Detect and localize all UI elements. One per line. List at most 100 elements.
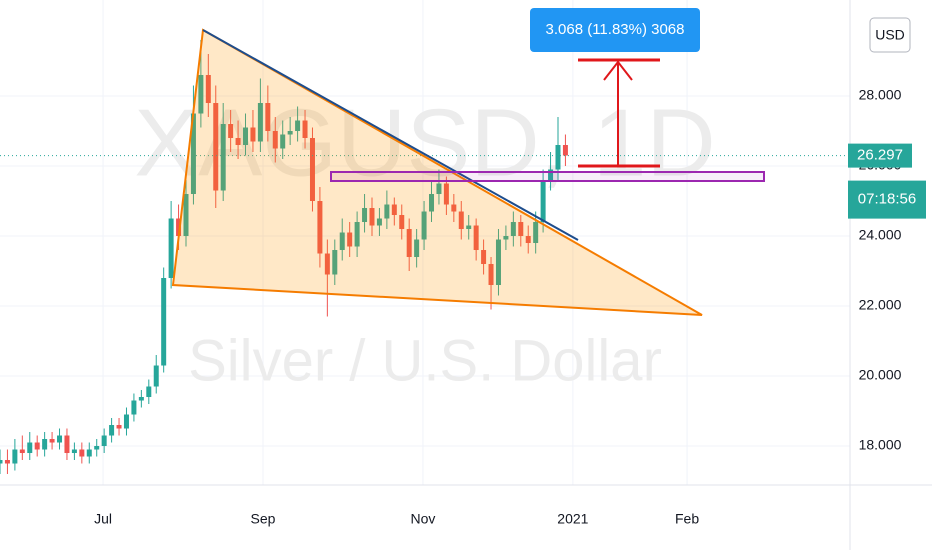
plot [0,40,850,475]
candle-body [525,236,531,244]
drawings: 3.068 (11.83%) 3068 [171,8,765,316]
candle-body [101,435,107,447]
resistance-zone [330,171,765,182]
grid [0,0,850,485]
candle-body [0,460,3,464]
candle-body [369,208,375,226]
currency-button[interactable] [869,17,911,53]
candle-body [488,264,494,286]
candle-body [324,253,330,275]
candle-body [257,103,263,142]
candle-body [473,225,479,251]
candle-body [414,239,420,258]
candle-body [131,400,137,415]
countdown-label: 07:18:56 [858,191,916,208]
candle-body [332,250,338,275]
candle-body [362,208,368,223]
candle-body [533,222,539,244]
candle-body [421,211,427,240]
candle-body [347,232,353,247]
y-tick-label: 28.000 [859,87,902,103]
last-price-label: 26.297 [857,147,903,164]
watermark-name: Silver / U.S. Dollar [188,328,662,393]
candle-body [272,131,278,149]
candle-body [250,127,256,142]
candle-body [168,218,174,279]
candle-body [280,134,286,149]
candle-body [116,425,122,429]
candle-body [376,218,382,226]
candle-body [213,103,219,191]
countdown-box [848,180,926,219]
candle-body [153,365,159,387]
candle-body [27,442,33,454]
candle-body [34,442,40,450]
candle-body [466,225,472,230]
candle-body [4,460,10,464]
candle-body [458,211,464,230]
candle-body [64,435,70,454]
candle-body [317,201,323,254]
candle-body [406,229,412,258]
candle-body [548,169,554,181]
candle-body [391,204,397,216]
axes: 18.00020.00022.00024.00026.00028.000JulS… [94,87,926,527]
x-tick-label: Sep [251,511,276,527]
candle-body [79,449,85,457]
candle-body [302,120,308,139]
candle-body [481,250,487,265]
x-tick-label: Jul [94,511,112,527]
candle-body [49,439,55,443]
candle-body [94,446,100,450]
candle-body [176,218,182,237]
candle-body [205,75,211,104]
candle-body [220,124,226,191]
y-tick-label: 24.000 [859,227,902,243]
candle-body [503,236,509,240]
trend-line [202,29,579,241]
candle-body [399,215,405,230]
candle-body [562,145,568,156]
currency-label[interactable]: USD [875,27,905,43]
candle-body [265,103,271,132]
candle-body [146,386,152,398]
candle-body [19,449,25,454]
candle-body [510,222,516,237]
measure-box [530,8,700,52]
candle-body [354,222,360,247]
candle-body [109,425,115,436]
measure-arrowhead [603,60,633,81]
candle-body [540,180,546,223]
x-tick-label: Feb [675,511,699,527]
candle-body [71,449,77,454]
y-tick-label: 20.000 [859,367,902,383]
candle-body [518,222,524,237]
candle-body [339,232,345,251]
candle-body [287,131,293,135]
candle-body [228,124,234,139]
candle-body [138,397,144,401]
candle-body [86,449,92,457]
candle-body [555,145,561,170]
candle-body [123,414,129,429]
y-tick-label: 18.000 [859,437,902,453]
candle-body [451,204,457,212]
candle-body [436,183,442,195]
candle-body [429,194,435,212]
candle-body [183,194,189,237]
candle-body [161,278,167,366]
candle-body [243,127,249,146]
candle-body [495,239,501,286]
x-tick-label: Nov [411,511,436,527]
candle-body [443,183,449,205]
candle-body [198,75,204,114]
last-price-box [848,143,912,168]
candle-body [12,449,18,464]
candle-body [190,113,196,195]
candle-body [42,439,48,450]
x-tick-label: 2021 [557,511,588,527]
candle-body [235,138,241,146]
candle-body [384,204,390,219]
candle-body [295,120,301,132]
